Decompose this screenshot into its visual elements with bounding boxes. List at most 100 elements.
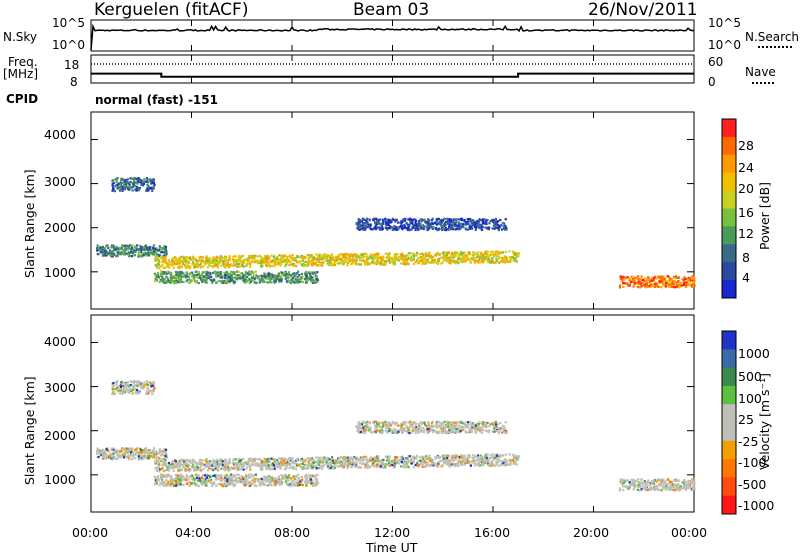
power-echo-point	[101, 249, 103, 251]
velocity-echo-point	[400, 457, 402, 459]
velocity-echo-point	[326, 461, 328, 463]
power-echo-point	[305, 261, 307, 263]
velocity-echo-point	[431, 463, 433, 465]
velocity-echo-point	[224, 484, 226, 486]
velocity-echo-point	[355, 456, 357, 458]
power-echo-point	[431, 262, 433, 264]
velocity-echo-point	[202, 468, 204, 470]
velocity-echo-point	[296, 479, 298, 481]
power-echo-point	[356, 259, 358, 261]
velocity-echo-point	[303, 468, 305, 470]
velocity-echo-point	[295, 476, 297, 478]
power-echo-point	[164, 256, 166, 258]
power-echo-point	[264, 261, 266, 263]
velocity-echo-point	[241, 465, 243, 467]
velocity-echo-point	[206, 481, 208, 483]
velocity-echo-point	[373, 464, 375, 466]
velocity-echo-point	[111, 456, 113, 458]
velocity-echo-point	[443, 457, 445, 459]
power-echo-point	[237, 274, 239, 276]
power-echo-point	[450, 262, 452, 264]
velocity-echo-point	[318, 464, 320, 466]
velocity-echo-point	[120, 381, 122, 383]
velocity-echo-point	[305, 464, 307, 466]
power-echo-point	[271, 265, 273, 267]
velocity-echo-point	[213, 466, 215, 468]
velocity-echo-point	[251, 479, 253, 481]
power-echo-point	[272, 259, 274, 261]
velocity-echo-point	[106, 448, 108, 450]
power-echo-point	[204, 263, 206, 265]
velocity-echo-point	[153, 387, 155, 389]
velocity-echo-point	[179, 462, 181, 464]
velocity-echo-point	[514, 456, 516, 458]
power-echo-point	[481, 253, 483, 255]
velocity-echo-point	[236, 469, 238, 471]
velocity-echo-point	[154, 483, 156, 485]
velocity-echo-point	[289, 464, 291, 466]
velocity-echo-point	[219, 479, 221, 481]
velocity-echo-point	[203, 479, 205, 481]
velocity-echo-point	[352, 461, 354, 463]
velocity-echo-point	[220, 474, 222, 476]
velocity-echo-point	[268, 468, 270, 470]
power-echo-point	[182, 276, 184, 278]
power-echo-point	[244, 281, 246, 283]
power-echo-point	[185, 260, 187, 262]
velocity-echo-point	[283, 458, 285, 460]
velocity-echo-point	[189, 460, 191, 462]
power-echo-point	[421, 253, 423, 255]
power-echo-point	[138, 181, 140, 183]
velocity-echo-point	[98, 456, 100, 458]
power-echo-point	[130, 248, 132, 250]
power-echo-point	[355, 256, 357, 258]
power-echo-point	[189, 257, 191, 259]
power-echo-point	[259, 281, 261, 283]
power-echo-point	[223, 272, 225, 274]
power-echo-point	[141, 246, 143, 248]
power-echo-point	[165, 254, 167, 256]
power-echo-point	[479, 261, 481, 263]
power-echo-point	[156, 267, 158, 269]
power-echo-point	[321, 256, 323, 258]
velocity-echo-point	[236, 466, 238, 468]
power-echo-point	[205, 281, 207, 283]
power-echo-point	[303, 256, 305, 258]
velocity-echo-point	[138, 384, 140, 386]
power-echo-point	[196, 274, 198, 276]
power-echo-point	[339, 253, 341, 255]
power-echo-point	[316, 264, 318, 266]
velocity-echo-point	[254, 464, 256, 466]
velocity-echo-point	[190, 483, 192, 485]
power-echo-point	[317, 279, 319, 281]
power-echo-point	[118, 182, 120, 184]
velocity-echo-point	[235, 458, 237, 460]
power-echo-point	[487, 256, 489, 258]
power-echo-point	[472, 254, 474, 256]
power-echo-point	[323, 254, 325, 256]
velocity-echo-point	[135, 452, 137, 454]
power-echo-point	[263, 273, 265, 275]
power-echo-point	[311, 272, 313, 274]
velocity-echo-point	[479, 464, 481, 466]
velocity-echo-point	[254, 458, 256, 460]
power-echo-point	[241, 272, 243, 274]
velocity-echo-point	[374, 458, 376, 460]
velocity-echo-point	[196, 466, 198, 468]
velocity-echo-point	[160, 468, 162, 470]
power-echo-point	[301, 264, 303, 266]
power-echo-point	[208, 277, 210, 279]
velocity-echo-point	[133, 382, 135, 384]
power-echo-point	[145, 245, 147, 247]
velocity-echo-point	[285, 481, 287, 483]
velocity-echo-point	[252, 482, 254, 484]
velocity-echo-point	[296, 459, 298, 461]
velocity-echo-point	[224, 460, 226, 462]
power-echo-point	[160, 274, 162, 276]
power-echo-point	[284, 272, 286, 274]
power-echo-point	[252, 273, 254, 275]
power-echo-point	[273, 256, 275, 258]
velocity-echo-point	[305, 478, 307, 480]
power-echo-point	[207, 260, 209, 262]
power-echo-point	[404, 255, 406, 257]
